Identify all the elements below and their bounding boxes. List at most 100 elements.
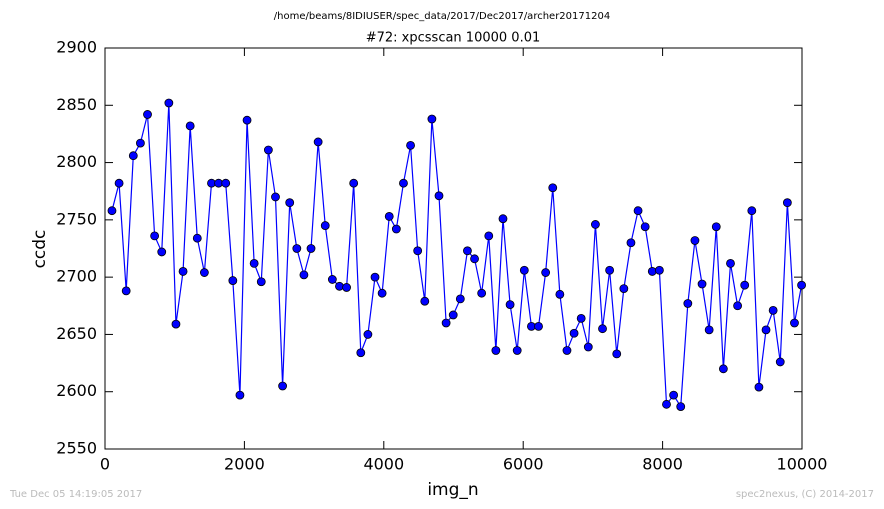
data-point bbox=[377, 288, 387, 298]
file-path: /home/beams/8IDIUSER/spec_data/2017/Dec2… bbox=[274, 11, 610, 22]
data-point bbox=[413, 246, 423, 256]
plot-frame bbox=[104, 47, 803, 450]
data-point bbox=[235, 390, 245, 400]
data-point bbox=[157, 247, 167, 257]
data-point bbox=[562, 346, 572, 355]
data-point bbox=[249, 258, 259, 268]
data-point bbox=[619, 284, 629, 294]
data-point bbox=[327, 275, 337, 284]
data-point bbox=[555, 289, 565, 299]
data-point bbox=[654, 265, 664, 275]
data-point bbox=[491, 346, 501, 355]
data-point bbox=[171, 319, 181, 329]
data-point bbox=[612, 349, 622, 359]
x-tick-label: 10000 bbox=[777, 455, 828, 474]
data-point bbox=[271, 192, 280, 202]
data-point bbox=[256, 277, 266, 287]
data-point bbox=[541, 268, 551, 277]
data-point bbox=[498, 214, 508, 224]
data-point bbox=[320, 221, 330, 230]
data-point bbox=[797, 280, 806, 290]
data-point bbox=[292, 244, 302, 253]
data-point bbox=[121, 286, 131, 296]
data-point bbox=[591, 220, 600, 229]
data-point bbox=[455, 294, 465, 304]
data-point bbox=[399, 178, 408, 188]
data-point bbox=[150, 231, 160, 241]
timestamp: Tue Dec 05 14:19:05 2017 bbox=[9, 489, 142, 500]
data-point bbox=[420, 296, 430, 306]
data-point bbox=[477, 288, 487, 298]
y-tick-label: 2600 bbox=[56, 381, 97, 400]
data-point bbox=[313, 137, 323, 147]
data-point bbox=[782, 198, 792, 208]
y-tick-label: 2750 bbox=[56, 209, 97, 228]
data-point bbox=[754, 382, 764, 392]
chart-title: #72: xpcsscan 10000 0.01 bbox=[366, 31, 541, 46]
data-point bbox=[548, 183, 558, 193]
data-point bbox=[114, 178, 124, 188]
data-point bbox=[790, 318, 799, 328]
data-point bbox=[242, 115, 252, 125]
data-point bbox=[633, 206, 643, 216]
data-point bbox=[605, 265, 615, 275]
data-point bbox=[299, 270, 309, 280]
data-point bbox=[576, 313, 586, 323]
data-point bbox=[505, 300, 515, 310]
data-point bbox=[370, 272, 380, 282]
data-point bbox=[726, 258, 735, 268]
data-point bbox=[690, 236, 700, 245]
data-point bbox=[199, 268, 209, 277]
y-tick-label: 2550 bbox=[56, 439, 97, 458]
x-axis-label: img_n bbox=[427, 480, 478, 500]
y-tick-label: 2650 bbox=[56, 324, 97, 343]
y-tick-label: 2850 bbox=[56, 95, 97, 114]
data-point bbox=[427, 114, 437, 124]
data-point bbox=[598, 324, 607, 334]
data-point bbox=[192, 233, 202, 243]
data-point bbox=[768, 305, 778, 315]
data-point bbox=[747, 206, 757, 216]
data-point bbox=[136, 138, 145, 148]
data-point bbox=[221, 178, 231, 188]
data-point bbox=[733, 301, 742, 311]
y-tick-label: 2900 bbox=[56, 38, 97, 57]
credit: spec2nexus, (C) 2014-2017 bbox=[736, 489, 874, 500]
data-point bbox=[285, 198, 295, 208]
data-point bbox=[775, 357, 785, 367]
data-point bbox=[384, 212, 394, 221]
data-point bbox=[519, 265, 529, 275]
data-point bbox=[306, 244, 316, 253]
data-point bbox=[647, 267, 657, 276]
data-point bbox=[761, 325, 771, 335]
data-point bbox=[356, 348, 366, 358]
x-tick-label: 8000 bbox=[642, 455, 683, 474]
y-tick-label: 2700 bbox=[56, 267, 97, 286]
data-point bbox=[626, 238, 636, 248]
data-point bbox=[676, 402, 686, 412]
data-point bbox=[434, 191, 444, 201]
data-point bbox=[697, 279, 707, 289]
data-point bbox=[711, 222, 721, 232]
data-point bbox=[740, 280, 750, 290]
data-point bbox=[335, 281, 344, 291]
data-point bbox=[512, 346, 522, 355]
data-point bbox=[683, 299, 693, 308]
data-point bbox=[391, 224, 401, 234]
data-point bbox=[583, 342, 593, 352]
data-point bbox=[448, 310, 458, 320]
data-point bbox=[143, 110, 152, 119]
data-point bbox=[263, 145, 273, 155]
data-point bbox=[128, 151, 138, 161]
y-axis-label: ccdc bbox=[30, 230, 50, 269]
data-point bbox=[342, 283, 351, 292]
data-point bbox=[484, 231, 494, 241]
data-point bbox=[164, 98, 174, 108]
x-tick-label: 6000 bbox=[503, 455, 544, 474]
data-point bbox=[178, 267, 188, 276]
data-point bbox=[406, 140, 415, 150]
y-tick-label: 2800 bbox=[56, 152, 97, 171]
x-tick-label: 0 bbox=[100, 455, 110, 474]
data-point bbox=[662, 399, 671, 409]
